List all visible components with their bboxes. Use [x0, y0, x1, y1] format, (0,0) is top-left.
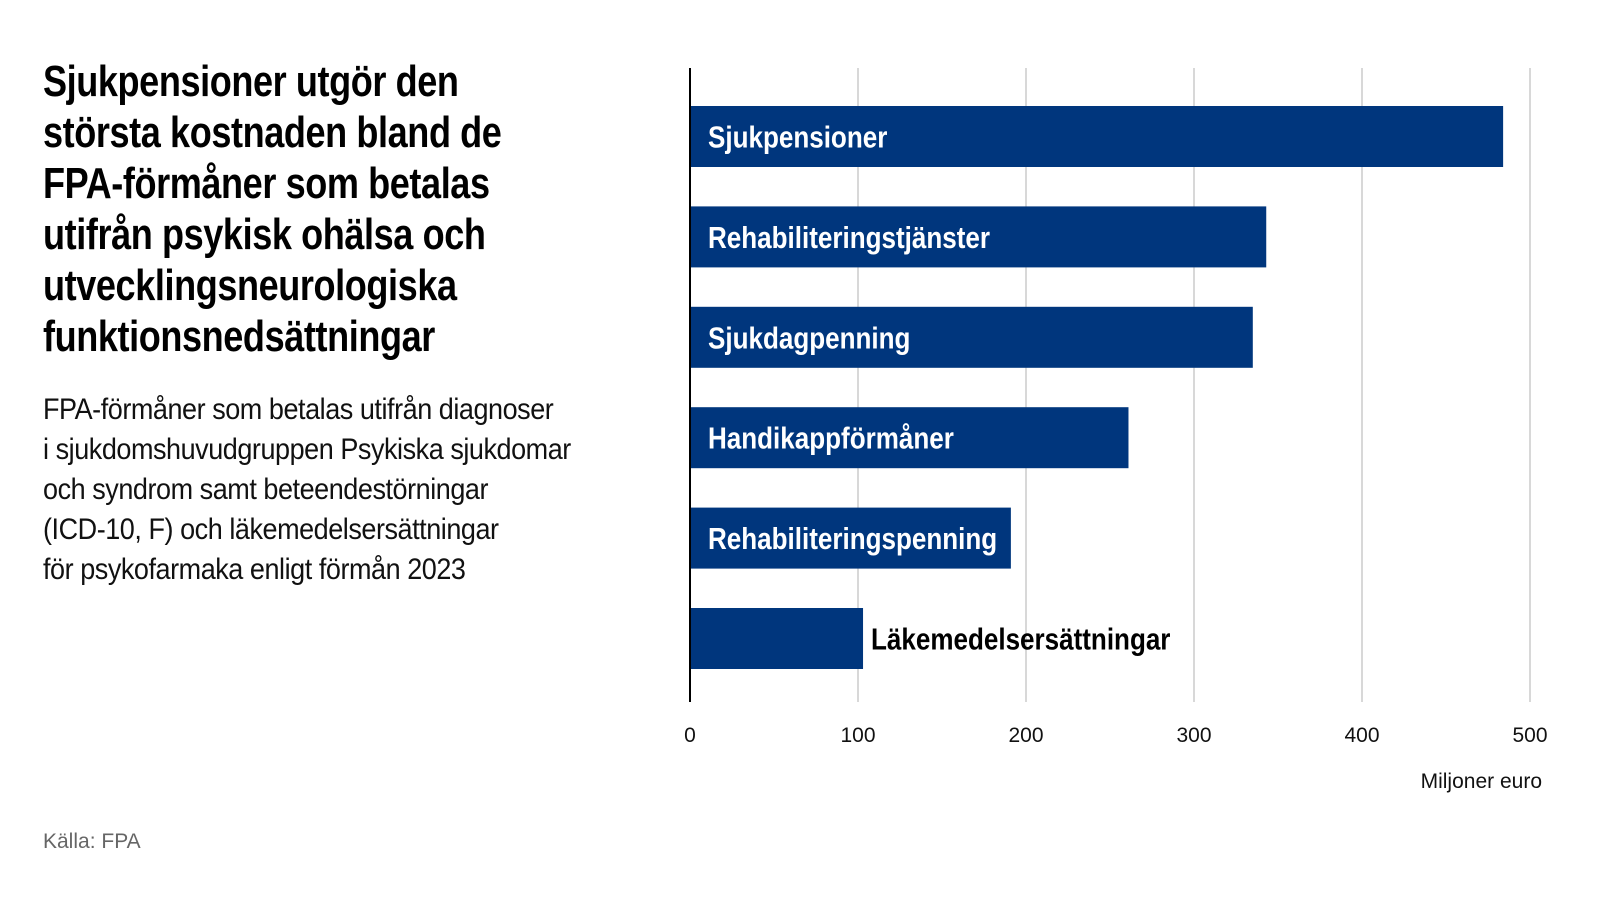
- bar-label: Rehabiliteringstjänster: [708, 221, 990, 256]
- bar-label: Sjukpensioner: [708, 120, 887, 155]
- subtitle-line: i sjukdomshuvudgruppen Psykiska sjukdoma…: [43, 433, 571, 466]
- bar: [690, 106, 1504, 167]
- x-axis-label: Miljoner euro: [1421, 770, 1542, 793]
- x-tick-label: 100: [840, 724, 875, 747]
- title-line: FPA-förmåner som betalas: [43, 159, 490, 208]
- bar: [690, 206, 1267, 268]
- bar: [690, 306, 1253, 368]
- subtitle-line: för psykofarmaka enligt förmån 2023: [43, 553, 466, 586]
- bar: [690, 608, 864, 669]
- bar-label: Handikappförmåner: [708, 422, 954, 457]
- title-line: utvecklingsneurologiska: [43, 261, 457, 310]
- chart-title: Sjukpensioner utgör den största kostnade…: [43, 56, 502, 362]
- title-line: funktionsnedsättningar: [43, 312, 435, 361]
- x-tick-label: 300: [1176, 724, 1211, 747]
- subtitle-line: och syndrom samt beteendestörningar: [43, 473, 489, 506]
- title-line: Sjukpensioner utgör den: [43, 57, 459, 106]
- source-note: Källa: FPA: [43, 830, 141, 853]
- x-tick-label: 400: [1344, 724, 1379, 747]
- subtitle-line: (ICD-10, F) och läkemedelsersättningar: [43, 513, 499, 546]
- bar-label: Sjukdagpenning: [708, 321, 910, 356]
- title-line: största kostnaden bland de: [43, 108, 502, 157]
- title-line: utifrån psykisk ohälsa och: [43, 210, 486, 259]
- bar-label: Läkemedelsersättningar: [871, 622, 1170, 657]
- bar: [690, 407, 1129, 469]
- x-tick-label: 200: [1008, 724, 1043, 747]
- chart-subtitle: FPA-förmåner som betalas utifrån diagnos…: [43, 390, 571, 590]
- subtitle-line: FPA-förmåner som betalas utifrån diagnos…: [43, 393, 554, 426]
- x-tick-label: 0: [684, 724, 696, 747]
- x-tick-label: 500: [1512, 724, 1547, 747]
- bar: [690, 507, 1011, 569]
- bar-label: Rehabiliteringspenning: [708, 522, 997, 557]
